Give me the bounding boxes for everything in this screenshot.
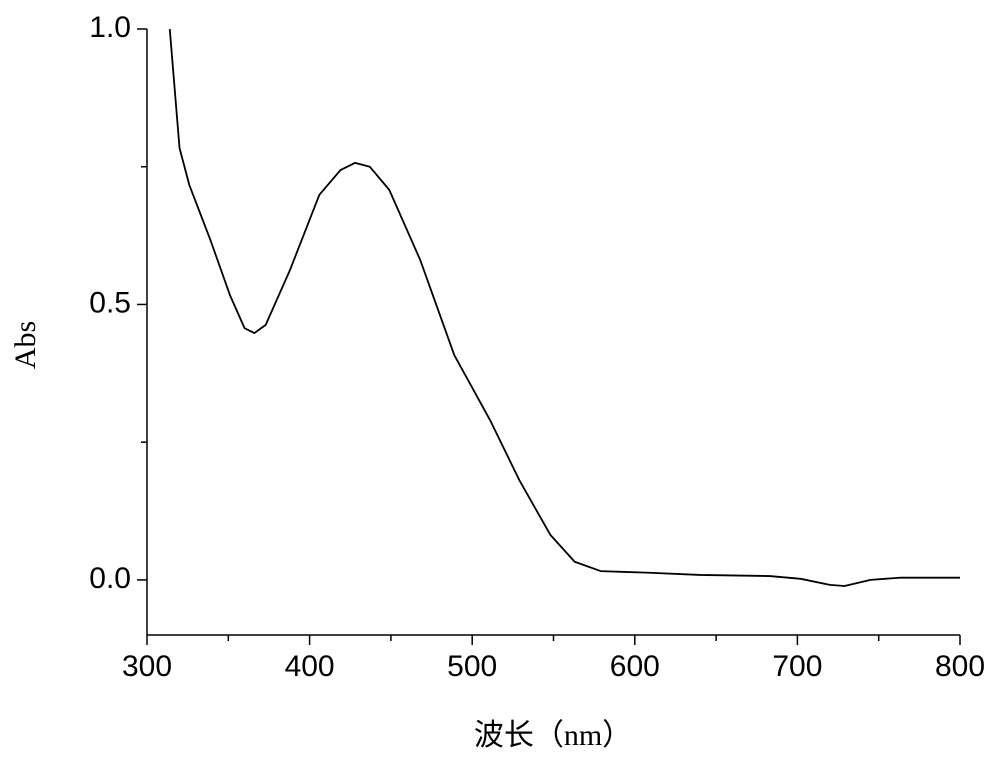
x-tick-label: 700 bbox=[772, 650, 822, 683]
y-tick-label: 1.0 bbox=[89, 11, 131, 44]
y-tick-label: 0.0 bbox=[89, 562, 131, 595]
x-tick-label: 600 bbox=[610, 650, 660, 683]
y-axis-label: Abs bbox=[9, 321, 42, 369]
x-tick-label: 500 bbox=[447, 650, 497, 683]
x-axis-label: 波长（nm） bbox=[474, 719, 632, 752]
x-tick-label: 800 bbox=[935, 650, 985, 683]
y-tick-label: 0.5 bbox=[89, 286, 131, 319]
x-tick-label: 300 bbox=[122, 650, 172, 683]
x-tick-label: 400 bbox=[285, 650, 335, 683]
data-line bbox=[168, 28, 960, 587]
